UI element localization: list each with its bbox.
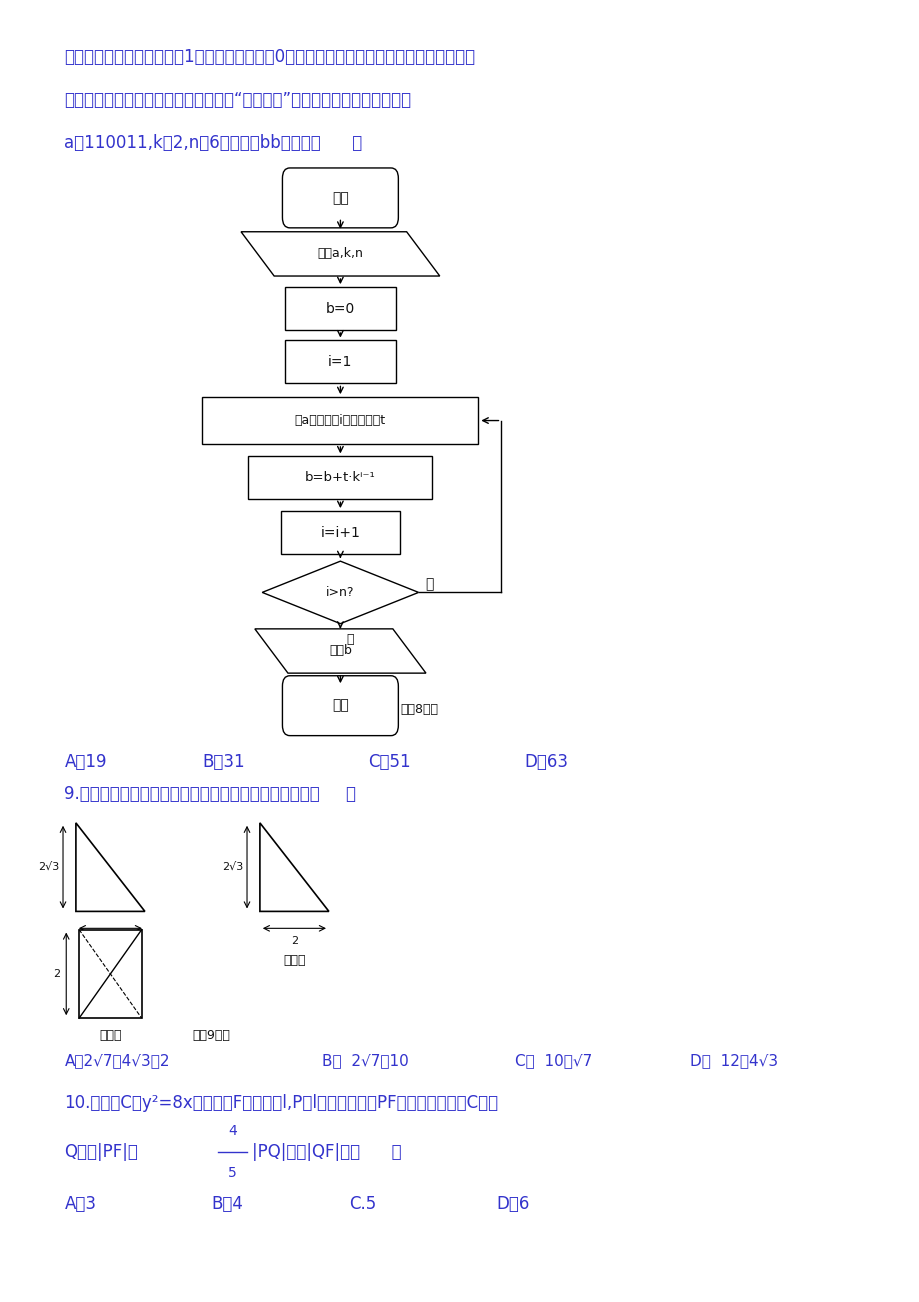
Text: 俯视图: 俯视图	[99, 1029, 121, 1042]
Text: 2: 2	[53, 969, 61, 979]
Text: 告，锋火台上点火表示数字1，不点火表示数字0，这蚊含了进位制的思想，如图所示的框图: 告，锋火台上点火表示数字1，不点火表示数字0，这蚊含了进位制的思想，如图所示的框…	[64, 48, 475, 66]
Polygon shape	[262, 561, 418, 624]
Text: 9.某三棱锥的三视图如图所示，则该三棱锥的表面积为（     ）: 9.某三棱锥的三视图如图所示，则该三棱锥的表面积为（ ）	[64, 785, 356, 803]
Polygon shape	[255, 629, 425, 673]
Bar	[79, 930, 142, 1018]
Polygon shape	[75, 823, 145, 911]
Text: 的算法思路就源于我国古代成边官兵的“锋火传信”．执行该程序框图，若输入: 的算法思路就源于我国古代成边官兵的“锋火传信”．执行该程序框图，若输入	[64, 91, 411, 109]
Text: 输入a,k,n: 输入a,k,n	[317, 247, 363, 260]
Text: |PQ|，则|QF|＝（      ）: |PQ|，则|QF|＝（ ）	[252, 1143, 402, 1161]
Bar	[285, 286, 395, 329]
Text: b=0: b=0	[325, 302, 355, 315]
Text: Q，若|PF|＝: Q，若|PF|＝	[64, 1143, 138, 1161]
Text: C.5: C.5	[349, 1195, 377, 1213]
Bar	[202, 397, 478, 444]
Text: （第8题）: （第8题）	[400, 703, 437, 716]
Text: i>n?: i>n?	[326, 586, 354, 599]
Text: 输出b: 输出b	[329, 644, 351, 658]
Text: i=i+1: i=i+1	[320, 526, 360, 539]
Text: i=1: i=1	[328, 355, 352, 368]
Text: B．4: B．4	[211, 1195, 244, 1213]
Bar	[285, 340, 395, 383]
FancyBboxPatch shape	[282, 168, 398, 228]
Text: b=b+t·kⁱ⁻¹: b=b+t·kⁱ⁻¹	[305, 471, 375, 484]
Text: 正视图: 正视图	[99, 954, 121, 967]
Text: C．  10＋√7: C． 10＋√7	[515, 1053, 592, 1069]
Bar	[248, 456, 432, 499]
Text: 是: 是	[346, 633, 354, 646]
Text: 2: 2	[107, 936, 114, 947]
Text: 2: 2	[290, 936, 298, 947]
Text: D．  12＋4√3: D． 12＋4√3	[689, 1053, 777, 1069]
Text: 侧视图: 侧视图	[283, 954, 305, 967]
Text: 4: 4	[228, 1125, 237, 1138]
Text: 2√3: 2√3	[38, 862, 59, 872]
Text: A．2√7＋4√3＋2: A．2√7＋4√3＋2	[64, 1053, 170, 1069]
Text: C．51: C．51	[368, 753, 410, 771]
Text: 开始: 开始	[332, 191, 348, 204]
Text: 否: 否	[425, 578, 433, 591]
FancyBboxPatch shape	[282, 676, 398, 736]
Text: 把a的右数第i位数字赋给t: 把a的右数第i位数字赋给t	[294, 414, 386, 427]
Text: B．  2√7＋10: B． 2√7＋10	[322, 1053, 408, 1069]
Text: A．3: A．3	[64, 1195, 96, 1213]
Text: （第9题）: （第9题）	[192, 1029, 230, 1042]
Polygon shape	[241, 232, 439, 276]
Text: D．6: D．6	[496, 1195, 529, 1213]
Bar	[280, 510, 400, 555]
Text: D．63: D．63	[524, 753, 568, 771]
Polygon shape	[260, 823, 329, 911]
Text: A．19: A．19	[64, 753, 107, 771]
Text: B．31: B．31	[202, 753, 244, 771]
Text: 10.抛物线C：y²=8x的焦点为F，准线为l,P是l上一点，连接PF并延长交抛物线C于点: 10.抛物线C：y²=8x的焦点为F，准线为l,P是l上一点，连接PF并延长交抛…	[64, 1094, 498, 1112]
Text: 结束: 结束	[332, 699, 348, 712]
Text: a＝110011,k＝2,n＝6，则输出bb的值为（      ）: a＝110011,k＝2,n＝6，则输出bb的值为（ ）	[64, 134, 362, 152]
Text: 5: 5	[228, 1167, 237, 1180]
Text: 2√3: 2√3	[221, 862, 243, 872]
